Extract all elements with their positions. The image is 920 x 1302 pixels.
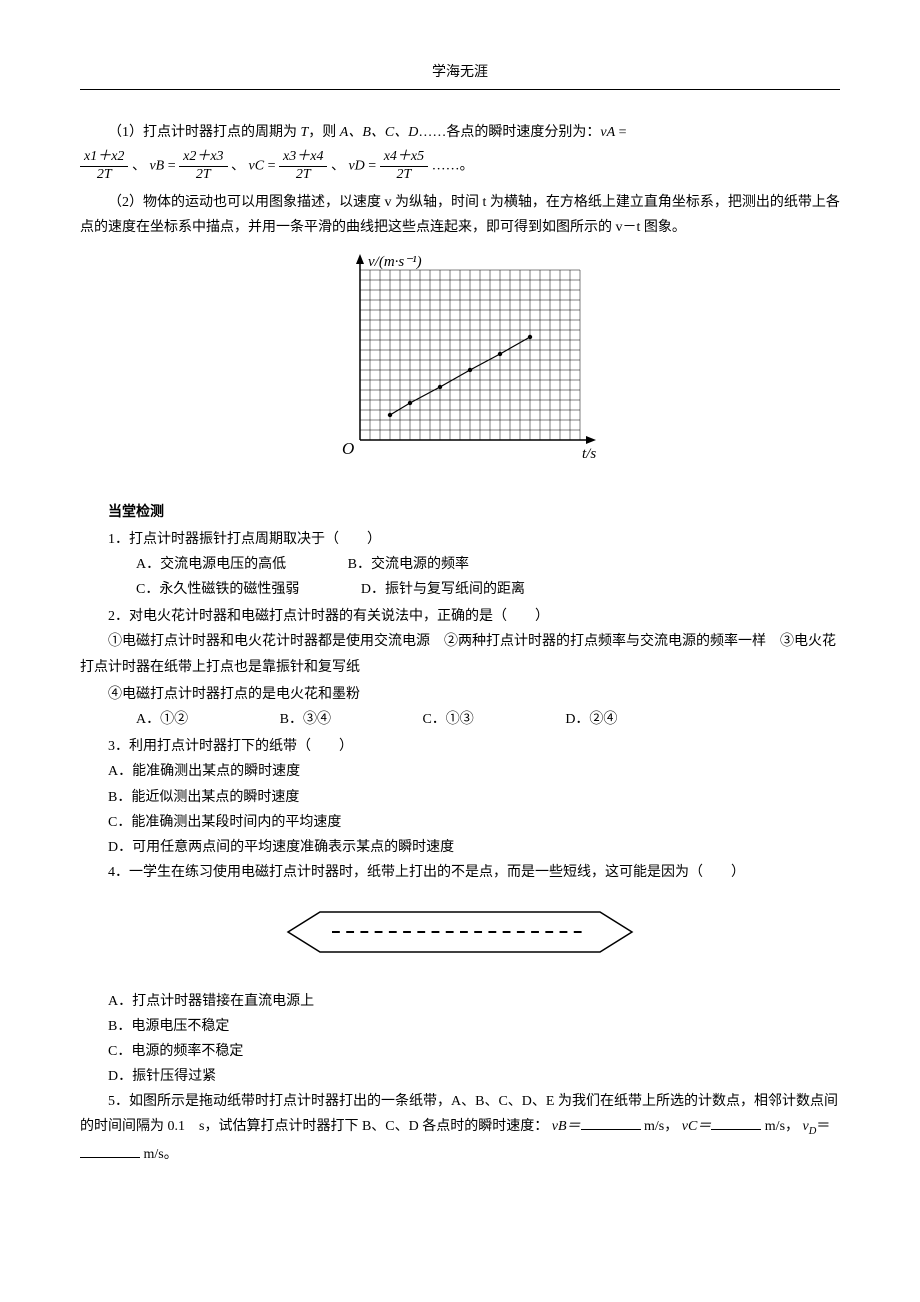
svg-text:O: O xyxy=(342,439,354,458)
q2-statements-2: ④电磁打点计时器打点的是电火花和墨粉 xyxy=(80,682,840,707)
q1-stem: 1．打点计时器振针打点周期取决于（ ） xyxy=(80,527,840,552)
q3-B: B．能近似测出某点的瞬时速度 xyxy=(80,785,840,810)
q3-A: A．能准确测出某点的瞬时速度 xyxy=(80,759,840,784)
vC-label: vC xyxy=(249,159,265,174)
unit1: m/s， xyxy=(641,1119,679,1134)
sep2: 、 xyxy=(231,159,245,174)
q1-B: B．交流电源的频率 xyxy=(320,552,469,577)
sep3: 、 xyxy=(331,159,345,174)
frac-2: x2＋x32T xyxy=(179,149,227,184)
q5-pre: 5．如图所示是拖动纸带时打点计时器打出的一条纸带，A、B、C、D、E 为我们在纸… xyxy=(80,1094,838,1134)
eq3: = xyxy=(264,159,279,174)
frac-1-num: x1＋x2 xyxy=(80,149,128,167)
q5-vC: vC＝ xyxy=(682,1119,712,1134)
q2-statements-1: ①电磁打点计时器和电火花计时器都是使用交流电源 ②两种打点计时器的打点频率与交流… xyxy=(80,629,840,679)
p1-tail: ……。 xyxy=(432,159,474,174)
q2-C: C．①③ xyxy=(394,707,473,732)
vA-label: vA xyxy=(600,125,615,140)
frac-4-den: 2T xyxy=(380,167,428,184)
svg-text:v/(m·s⁻¹): v/(m·s⁻¹) xyxy=(368,254,422,270)
q5-vD-eq: ＝ xyxy=(816,1119,830,1134)
p1-pre: （1）打点计时器打点的周期为 xyxy=(108,125,301,140)
sep1: 、 xyxy=(132,159,146,174)
vB-label: vB xyxy=(149,159,164,174)
q4-C: C．电源的频率不稳定 xyxy=(80,1039,840,1064)
svg-text:t/s: t/s xyxy=(582,446,596,462)
dashed-tape-figure xyxy=(80,897,840,976)
unit3: m/s。 xyxy=(140,1147,178,1162)
q1-opts-cd: C．永久性磁铁的磁性强弱 D．振针与复写纸间的距离 xyxy=(80,577,840,602)
page-header: 学海无涯 xyxy=(80,60,840,85)
q4-stem: 4．一学生在练习使用电磁打点计时器时，纸带上打出的不是点，而是一些短线，这可能是… xyxy=(80,860,840,885)
vt-chart-svg: v/(m·s⁻¹) t/s O xyxy=(320,248,600,478)
q4-B: B．电源电压不稳定 xyxy=(80,1014,840,1039)
vD-label: vD xyxy=(348,159,364,174)
frac-3: x3＋x42T xyxy=(279,149,327,184)
paragraph-2: （2）物体的运动也可以用图象描述，以速度 v 为纵轴，时间 t 为横轴，在方格纸… xyxy=(80,190,840,240)
dashed-tape-svg xyxy=(280,897,640,967)
p1-post: ……各点的瞬时速度分别为： xyxy=(418,125,600,140)
q2-stem: 2．对电火花计时器和电磁打点计时器的有关说法中，正确的是（ ） xyxy=(80,604,840,629)
q3-D: D．可用任意两点间的平均速度准确表示某点的瞬时速度 xyxy=(80,835,840,860)
frac-3-den: 2T xyxy=(279,167,327,184)
q2-opts: A．①② B．③④ C．①③ D．②④ xyxy=(80,707,840,732)
frac-1-den: 2T xyxy=(80,167,128,184)
q1-A: A．交流电源电压的高低 xyxy=(108,552,286,577)
section-title: 当堂检测 xyxy=(80,500,840,525)
q4-D: D．振针压得过紧 xyxy=(80,1064,840,1089)
q2-B: B．③④ xyxy=(252,707,331,732)
eq4: = xyxy=(365,159,380,174)
blank-vD xyxy=(80,1157,140,1158)
frac-4-num: x4＋x5 xyxy=(380,149,428,167)
q3-C: C．能准确测出某段时间内的平均速度 xyxy=(80,810,840,835)
frac-3-num: x3＋x4 xyxy=(279,149,327,167)
frac-4: x4＋x52T xyxy=(380,149,428,184)
vt-chart: v/(m·s⁻¹) t/s O xyxy=(80,248,840,487)
q2-D: D．②④ xyxy=(537,707,617,732)
header-rule xyxy=(80,89,840,90)
points-label: A、B、C、D xyxy=(340,125,419,140)
q2-A: A．①② xyxy=(108,707,188,732)
q5-vB: vB＝ xyxy=(552,1119,581,1134)
q3-stem: 3．利用打点计时器打下的纸带（ ） xyxy=(80,734,840,759)
q1-D: D．振针与复写纸间的距离 xyxy=(333,577,525,602)
paragraph-1: （1）打点计时器打点的周期为 T，则 A、B、C、D……各点的瞬时速度分别为：v… xyxy=(80,120,840,145)
fraction-row: x1＋x22T 、 vB = x2＋x32T 、 vC = x3＋x42T 、 … xyxy=(80,149,840,184)
frac-2-den: 2T xyxy=(179,167,227,184)
q1-C: C．永久性磁铁的磁性强弱 xyxy=(108,577,299,602)
frac-2-num: x2＋x3 xyxy=(179,149,227,167)
blank-vC xyxy=(711,1129,761,1130)
p1-mid: ，则 xyxy=(308,125,340,140)
unit2: m/s， xyxy=(761,1119,799,1134)
frac-1: x1＋x22T xyxy=(80,149,128,184)
q1-opts-ab: A．交流电源电压的高低 B．交流电源的频率 xyxy=(80,552,840,577)
eq2: = xyxy=(164,159,179,174)
q4-A: A．打点计时器错接在直流电源上 xyxy=(80,989,840,1014)
q5-text: 5．如图所示是拖动纸带时打点计时器打出的一条纸带，A、B、C、D、E 为我们在纸… xyxy=(80,1089,840,1167)
blank-vB xyxy=(581,1129,641,1130)
q2-s1: ①电磁打点计时器和电火花计时器都是使用交流电源 ②两种打点计时器的打点频率与交流… xyxy=(80,634,836,674)
eq1: = xyxy=(615,125,626,140)
